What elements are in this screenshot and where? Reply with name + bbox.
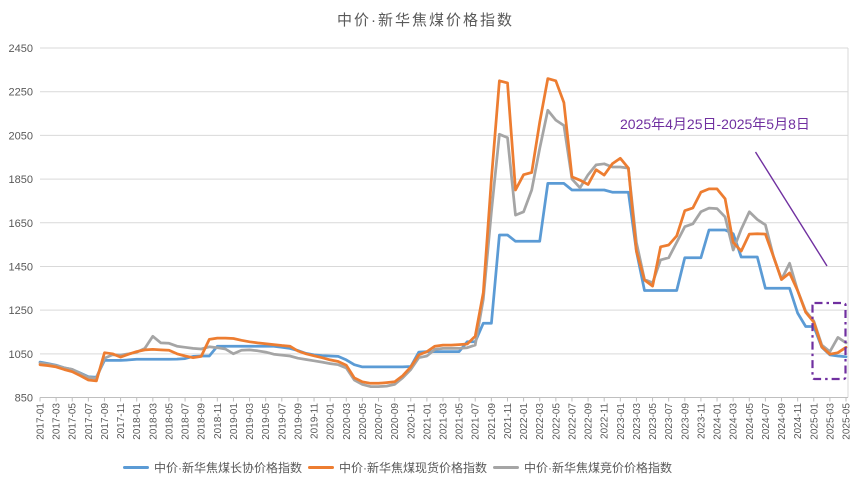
- y-tick-label: 2250: [9, 87, 33, 99]
- x-tick-label: 2020-03: [342, 403, 353, 440]
- x-tick-label: 2022-09: [584, 403, 595, 440]
- x-tick-label: 2018-05: [164, 403, 175, 440]
- x-tick-label: 2018-01: [132, 403, 143, 440]
- x-tick-label: 2025-05: [842, 403, 851, 440]
- x-axis: [39, 397, 848, 402]
- x-tick-label: 2018-07: [181, 403, 192, 440]
- annotation-label: 2025年4月25日-2025年5月8日: [620, 116, 810, 132]
- y-tick-label: 1850: [9, 174, 33, 186]
- y-tick-label: 2050: [9, 130, 33, 142]
- legend-label: 中价·新华焦煤竞价价格指数: [524, 461, 672, 475]
- x-tick-label: 2021-03: [439, 403, 450, 440]
- annotation-highlight-box: [811, 301, 847, 381]
- x-tick-label: 2023-11: [696, 403, 707, 439]
- x-tick-label: 2021-05: [455, 403, 466, 440]
- gridlines: [40, 47, 849, 398]
- x-tick-label: 2020-05: [358, 403, 369, 440]
- x-tick-label: 2024-11: [793, 403, 804, 439]
- series-line-1: [38, 77, 848, 385]
- x-tick-label: 2022-03: [535, 403, 546, 440]
- x-tick-label: 2019-03: [245, 403, 256, 440]
- legend-line-swatch: [123, 465, 149, 470]
- legend-item-1: 中价·新华焦煤现货价格指数: [308, 459, 487, 476]
- annotation-leader-line: [754, 151, 828, 267]
- x-tick-label: 2022-05: [551, 403, 562, 440]
- x-tick-label: 2018-09: [197, 403, 208, 440]
- legend-line-swatch: [493, 465, 519, 470]
- x-tick-label: 2024-09: [777, 403, 788, 440]
- x-tick-label: 2023-07: [664, 403, 675, 440]
- x-tick-label: 2018-11: [213, 403, 224, 439]
- x-tick-label: 2021-07: [471, 403, 482, 440]
- x-tick-label: 2018-03: [148, 403, 159, 440]
- x-tick-label: 2019-07: [277, 403, 288, 440]
- series-line-2: [38, 108, 848, 388]
- x-tick-label: 2021-01: [422, 403, 433, 440]
- x-tick-label: 2023-05: [648, 403, 659, 440]
- y-tick-label: 1650: [9, 218, 33, 230]
- x-tick-label: 2017-07: [84, 403, 95, 440]
- x-tick-label: 2019-05: [261, 403, 272, 440]
- x-tick-label: 2019-01: [229, 403, 240, 440]
- x-tick-label: 2025-03: [825, 403, 836, 440]
- y-tick-label: 1050: [9, 349, 33, 361]
- x-tick-label: 2024-05: [745, 403, 756, 440]
- y-axis-labels: 850 1050 1250 1450 1650 1850 2050 2250 2450: [9, 43, 33, 405]
- x-tick-label: 2023-03: [632, 403, 643, 440]
- x-tick-label: 2020-07: [374, 403, 385, 440]
- x-tick-label: 2017-01: [36, 403, 47, 440]
- x-tick-label: 2021-11: [503, 403, 514, 439]
- x-tick-label: 2017-05: [68, 403, 79, 440]
- x-tick-label: 2024-03: [729, 403, 740, 440]
- x-tick-label: 2019-09: [293, 403, 304, 440]
- y-tick-label: 2450: [9, 43, 33, 55]
- chart-title: 中价·新华焦煤价格指数: [337, 12, 514, 29]
- y-tick-label: 1250: [9, 305, 33, 317]
- x-tick-label: 2017-11: [116, 403, 127, 439]
- x-axis-labels: 2017-01 2017-03 2017-05 2017-07 2017-09 2017-…: [36, 403, 851, 440]
- x-tick-label: 2022-07: [567, 403, 578, 440]
- x-tick-label: 2024-01: [713, 403, 724, 440]
- legend-line-swatch: [308, 465, 334, 470]
- x-tick-label: 2019-11: [310, 403, 321, 439]
- y-tick-label: 1450: [9, 261, 33, 273]
- legend: 中价·新华焦煤长协价格指数 中价·新华焦煤现货价格指数 中价·新华焦煤竞价价格指数: [0, 459, 823, 476]
- x-tick-label: 2017-09: [100, 403, 111, 440]
- x-tick-label: 2023-01: [616, 403, 627, 440]
- y-tick-label: 850: [15, 393, 33, 405]
- x-tick-label: 2022-01: [519, 403, 530, 440]
- series-line-0: [38, 182, 848, 379]
- legend-item-0: 中价·新华焦煤长协价格指数: [123, 459, 302, 476]
- x-tick-label: 2023-09: [680, 403, 691, 440]
- x-tick-label: 2021-09: [487, 403, 498, 440]
- x-tick-label: 2024-07: [761, 403, 772, 440]
- x-tick-label: 2022-11: [600, 403, 611, 439]
- legend-item-2: 中价·新华焦煤竞价价格指数: [493, 459, 672, 476]
- legend-label: 中价·新华焦煤现货价格指数: [339, 461, 487, 475]
- x-tick-label: 2020-09: [390, 403, 401, 440]
- x-tick-label: 2020-01: [326, 403, 337, 440]
- x-tick-label: 2025-01: [809, 403, 820, 440]
- x-tick-label: 2017-03: [52, 403, 63, 440]
- x-tick-label: 2020-11: [406, 403, 417, 439]
- legend-label: 中价·新华焦煤长协价格指数: [154, 461, 302, 475]
